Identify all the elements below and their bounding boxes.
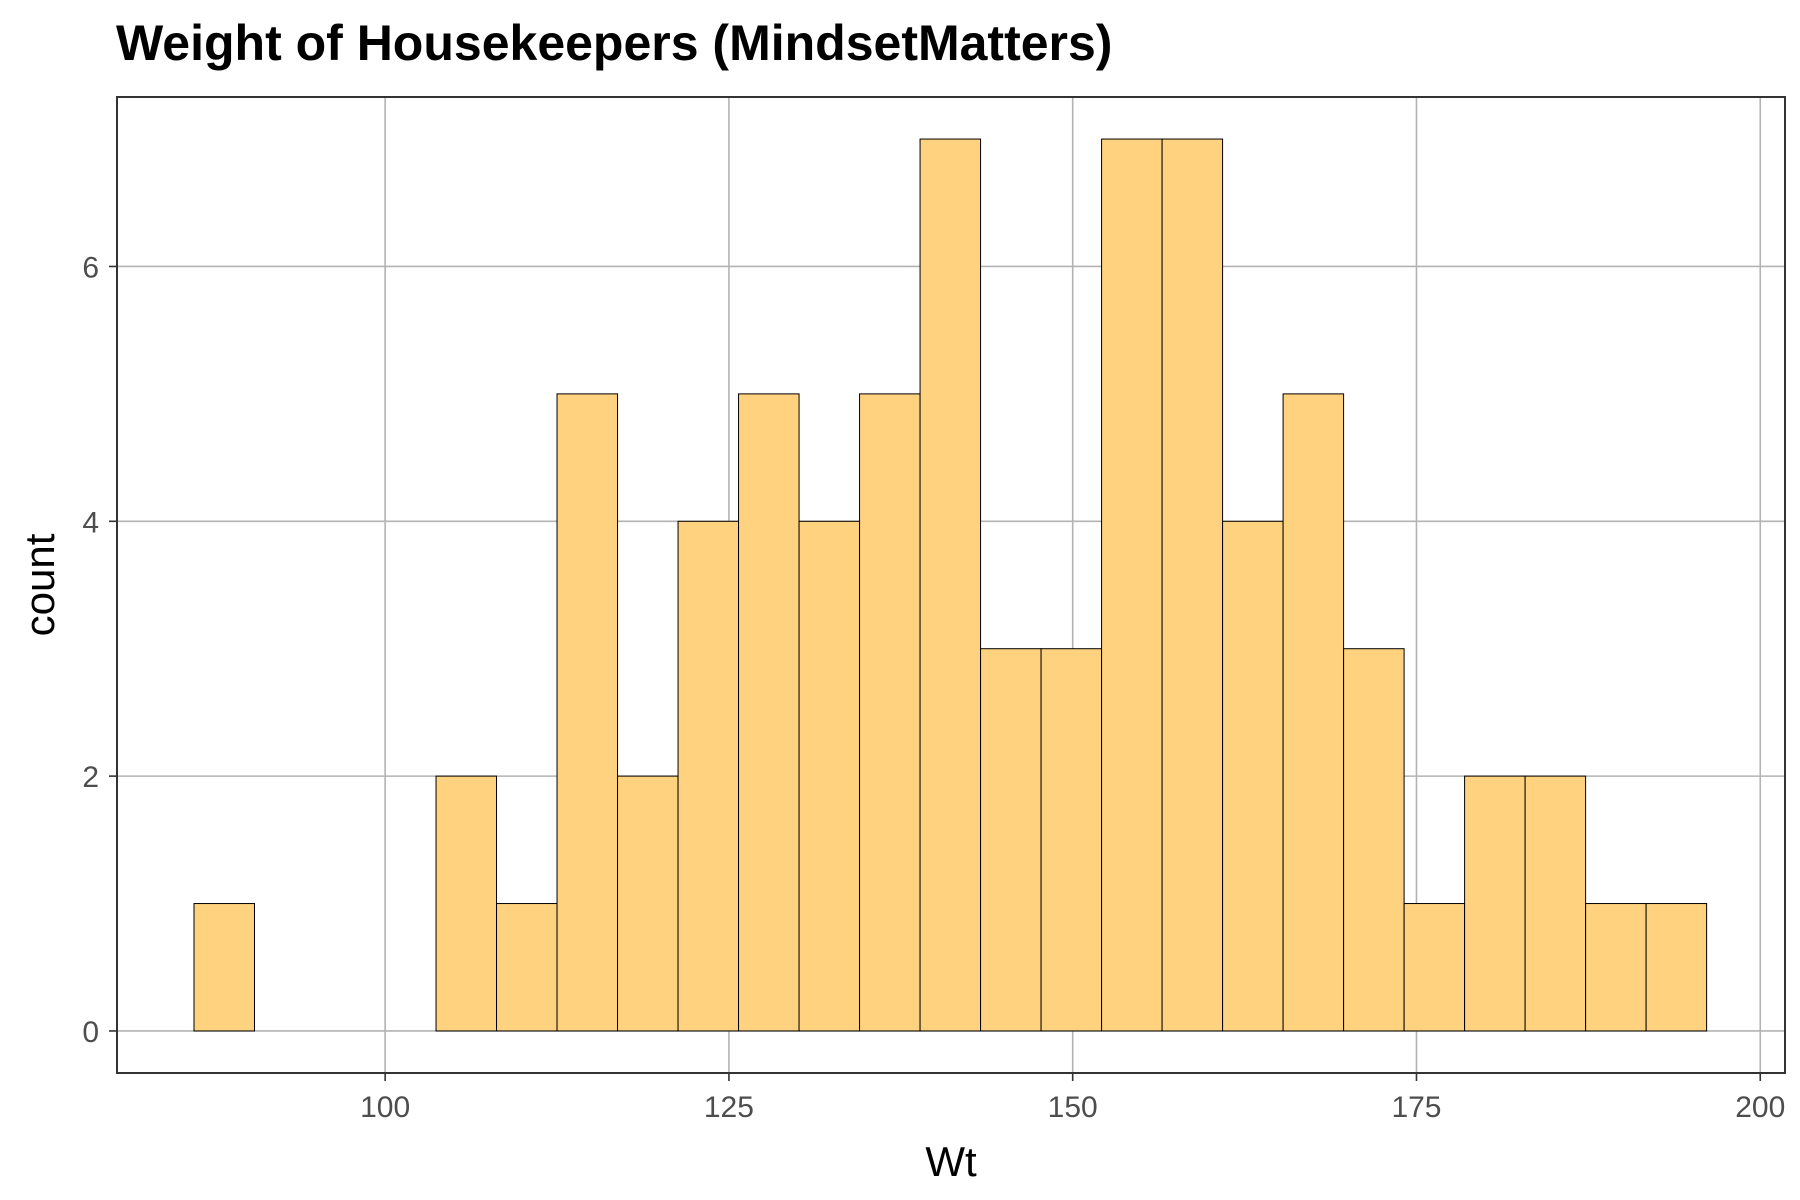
histogram-bar-24 [1585, 903, 1647, 1032]
histogram-bar-18 [1222, 520, 1284, 1032]
y-tick-label-0: 0 [82, 1016, 99, 1049]
y-tick-label-6: 6 [82, 251, 99, 284]
histogram-bar-20 [1343, 648, 1405, 1032]
histogram-bar-25 [1645, 903, 1708, 1032]
histogram-bar-17 [1161, 138, 1224, 1032]
y-tick-label-4: 4 [82, 506, 99, 539]
x-tick-label-100: 100 [360, 1091, 410, 1124]
histogram-bar-13 [919, 138, 982, 1032]
histogram-bar-22 [1464, 775, 1526, 1032]
histogram-bar-5 [435, 775, 498, 1032]
histogram-bar-7 [556, 393, 619, 1032]
chart-title: Weight of Housekeepers (MindsetMatters) [116, 15, 1112, 71]
histogram-bar-9 [677, 520, 740, 1032]
y-tick-label-2: 2 [82, 761, 99, 794]
histogram-bar-23 [1524, 775, 1587, 1032]
y-axis-title: count [16, 533, 63, 636]
plot-panel-border [116, 96, 1786, 1074]
ticks-layer: 100 125 150 175 200 0 2 4 6 [82, 251, 1785, 1124]
histogram-bar-10 [738, 393, 800, 1032]
histogram-bar-21 [1403, 903, 1466, 1032]
histogram-bar-16 [1101, 138, 1163, 1032]
x-tick-label-125: 125 [704, 1091, 754, 1124]
x-tick-label-200: 200 [1735, 1091, 1785, 1124]
x-tick-label-150: 150 [1048, 1091, 1098, 1124]
histogram-bar-19 [1282, 393, 1345, 1032]
histogram-bar-1 [193, 903, 256, 1032]
histogram-bar-6 [496, 903, 558, 1032]
x-axis-title: Wt [925, 1138, 977, 1185]
histogram-bar-11 [798, 520, 861, 1032]
histogram-bar-8 [617, 775, 679, 1032]
x-tick-label-175: 175 [1391, 1091, 1441, 1124]
histogram-bar-12 [859, 393, 921, 1032]
histogram-bar-15 [1040, 648, 1103, 1032]
histogram-bar-14 [980, 648, 1042, 1032]
bars-layer [193, 138, 1708, 1032]
